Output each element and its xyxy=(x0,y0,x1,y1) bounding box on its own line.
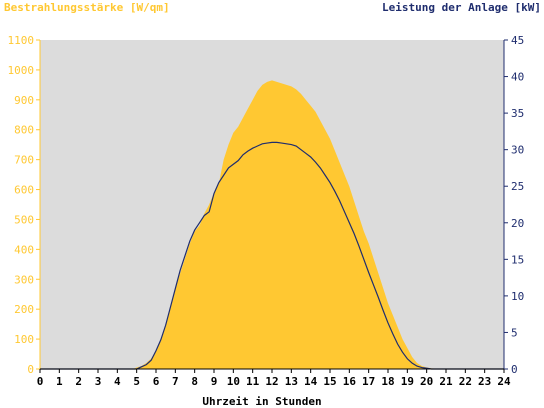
x-tick-label: 18 xyxy=(381,375,394,388)
x-tick-label: 21 xyxy=(439,375,453,388)
x-tick-label: 14 xyxy=(304,375,318,388)
irradiance-area xyxy=(40,80,504,369)
y-left-tick-label: 500 xyxy=(14,213,34,226)
irradiance-series-layer xyxy=(40,80,504,369)
y-right-tick-label: 5 xyxy=(511,326,518,339)
x-tick-label: 3 xyxy=(95,375,102,388)
x-tick-label: 23 xyxy=(478,375,491,388)
x-tick-label: 2 xyxy=(75,375,82,388)
x-tick-label: 5 xyxy=(133,375,140,388)
x-tick-label: 16 xyxy=(343,375,357,388)
y-left-ticks: 0 100 200 300 400 500 600 700 800 900 1000 1100 xyxy=(8,34,40,376)
x-tick-label: 13 xyxy=(285,375,298,388)
y-right-tick-label: 25 xyxy=(511,180,524,193)
y-right-tick-label: 35 xyxy=(511,107,524,120)
y-left-tick-label: 400 xyxy=(14,243,34,256)
x-tick-label: 24 xyxy=(497,375,511,388)
left-axis-title: Bestrahlungsstärke [W/qm] xyxy=(4,1,170,14)
y-right-tick-label: 45 xyxy=(511,34,524,47)
power-line xyxy=(40,141,504,370)
y-right-tick-label: 0 xyxy=(511,363,518,376)
x-tick-label: 7 xyxy=(172,375,179,388)
x-tick-label: 17 xyxy=(362,375,375,388)
x-tick-label: 6 xyxy=(153,375,160,388)
y-left-tick-label: 100 xyxy=(14,333,34,346)
x-tick-label: 9 xyxy=(211,375,218,388)
x-tick-label: 12 xyxy=(265,375,278,388)
y-left-tick-label: 300 xyxy=(14,273,34,286)
y-left-tick-label: 1000 xyxy=(8,64,35,77)
y-right-tick-label: 30 xyxy=(511,144,524,157)
y-left-tick-label: 0 xyxy=(27,363,34,376)
x-tick-label: 1 xyxy=(56,375,63,388)
y-right-tick-label: 20 xyxy=(511,217,524,230)
power-series-layer xyxy=(40,141,504,370)
x-tick-label: 10 xyxy=(227,375,240,388)
y-right-ticks: 0 5 10 15 20 25 30 35 40 45 xyxy=(504,34,524,376)
x-tick-label: 20 xyxy=(420,375,433,388)
y-left-tick-label: 600 xyxy=(14,184,34,197)
y-right-tick-label: 40 xyxy=(511,71,524,84)
x-tick-label: 8 xyxy=(191,375,198,388)
x-tick-label: 0 xyxy=(37,375,44,388)
y-left-tick-label: 900 xyxy=(14,94,34,107)
x-tick-label: 11 xyxy=(246,375,260,388)
y-right-tick-label: 15 xyxy=(511,253,524,266)
x-ticks: 0 1 2 3 4 5 6 7 8 9 10 11 12 13 14 15 16 17 18 19 20 21 22 23 24 xyxy=(37,369,511,388)
x-tick-label: 19 xyxy=(401,375,414,388)
x-tick-label: 15 xyxy=(323,375,336,388)
x-tick-label: 22 xyxy=(459,375,472,388)
y-left-tick-label: 800 xyxy=(14,124,34,137)
y-left-tick-label: 700 xyxy=(14,154,34,167)
y-right-tick-label: 10 xyxy=(511,290,524,303)
x-axis-label: Uhrzeit in Stunden xyxy=(202,395,321,408)
x-tick-label: 4 xyxy=(114,375,121,388)
right-axis-title: Leistung der Anlage [kW] xyxy=(382,1,541,14)
y-left-tick-label: 200 xyxy=(14,303,34,316)
y-left-tick-label: 1100 xyxy=(8,34,35,47)
